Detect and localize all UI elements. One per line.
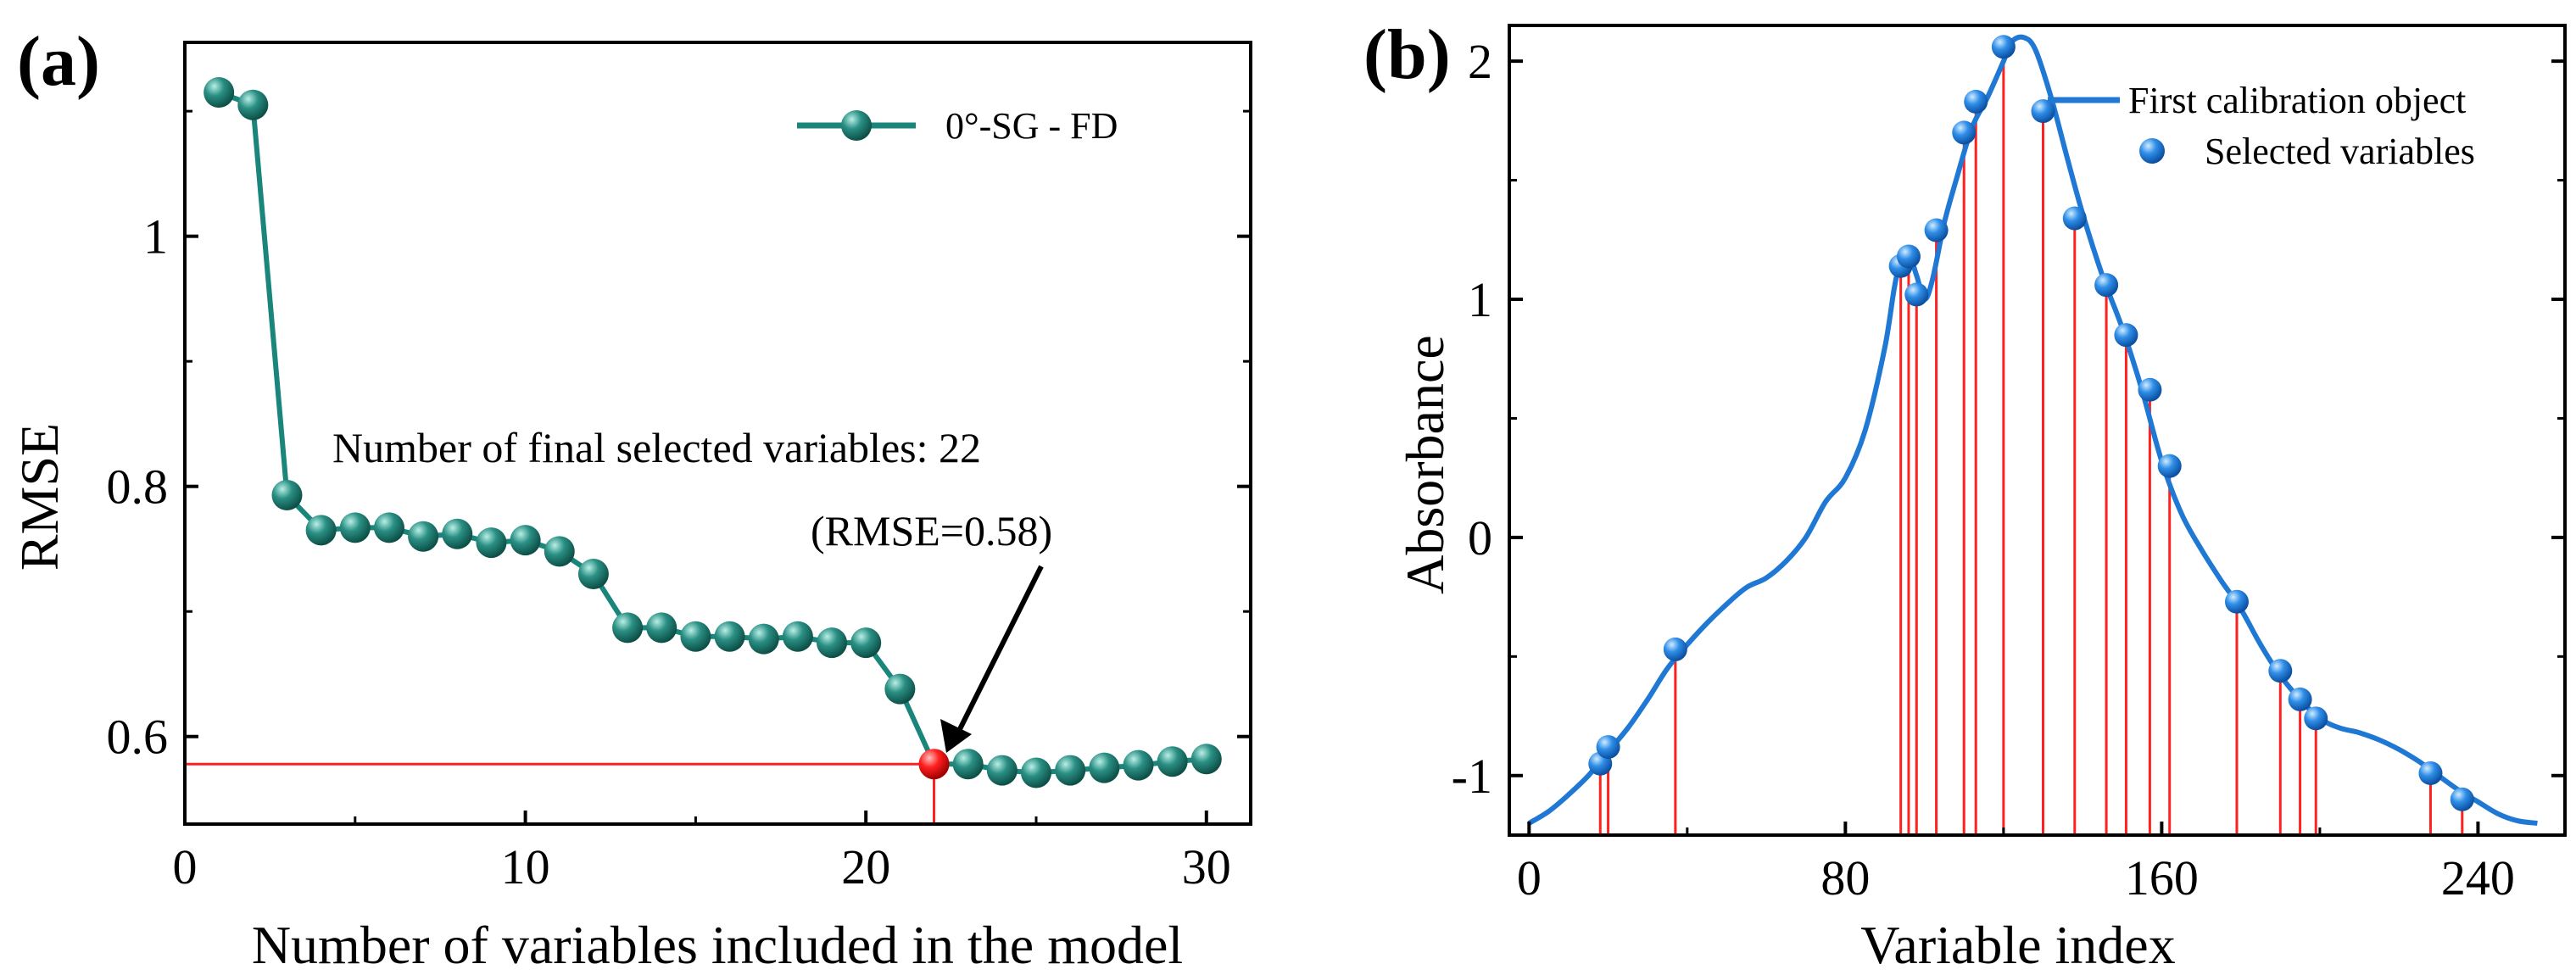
annotation-rmse: (RMSE=0.58) <box>811 507 1052 554</box>
panel-b-label: (b) <box>1363 15 1451 94</box>
panel-a-points <box>204 77 1222 788</box>
panel-b-ticks: 0 80 160 240 -1 0 1 2 <box>1452 34 2565 905</box>
panel-b-legend: First calibration object Selected variab… <box>2048 80 2475 172</box>
panel-b-selected-point <box>2157 454 2182 478</box>
panel-b-selected-point <box>2418 760 2443 785</box>
panel-a-legend-label: 0°-SG - FD <box>945 105 1118 147</box>
panel-b-x-tick-label: 80 <box>1820 850 1870 905</box>
panel-a-point <box>952 749 984 780</box>
arrow-shaft <box>954 565 1044 738</box>
panel-b-selected-point <box>1924 218 1949 242</box>
panel-b-selected-point <box>1991 35 2016 59</box>
panel-a-y-tick-label: 0.6 <box>107 710 169 765</box>
panel-a-point <box>817 627 848 659</box>
panel-a-plot-frame <box>183 41 1252 826</box>
panel-a-highlight-lines <box>185 762 936 824</box>
panel-b-legend-label-points: Selected variables <box>2205 131 2475 172</box>
panel-b-selected-point <box>1596 735 1620 760</box>
annotation-selected-variables: Number of final selected variables: 22 <box>332 424 981 471</box>
panel-b-y-tick-label: -1 <box>1452 749 1492 804</box>
panel-b-selected-point <box>2288 687 2312 711</box>
panel-b-legend-marker <box>2139 138 2165 164</box>
panel-a-x-tick-label: 30 <box>1182 839 1231 894</box>
panel-a-point <box>748 623 779 655</box>
panel-b-stems <box>1598 47 2464 835</box>
panel-b-selected-point <box>1904 282 1929 307</box>
panel-b-selected-point <box>1663 637 1687 661</box>
panel-b-selected-point <box>2224 589 2249 614</box>
panel-a-point <box>271 480 303 511</box>
panel-a-point <box>204 77 235 109</box>
panel-b-selected-points <box>1588 35 2474 811</box>
panel-a-x-tick-label: 0 <box>173 839 198 894</box>
panel-a-y-axis-title: RMSE <box>9 423 70 571</box>
panel-b-x-tick-label: 240 <box>2441 850 2515 905</box>
panel-a-point <box>782 621 813 652</box>
panel-b-x-axis-title: Variable index <box>1860 915 2175 975</box>
panel-a-point <box>884 673 916 705</box>
panel-a-point <box>646 612 677 644</box>
panel-b-selected-point <box>2094 273 2119 298</box>
panel-b-y-tick-label: 0 <box>1468 510 1492 566</box>
panel-a-x-tick-label: 20 <box>841 839 890 894</box>
panel-a-y-tick-label: 1 <box>143 209 168 265</box>
panel-b-selected-point <box>2268 659 2293 683</box>
panel-a-point <box>476 527 507 559</box>
panel-a-point <box>442 518 473 549</box>
panel-a-point <box>714 621 745 652</box>
panel-a-x-tick-label: 10 <box>501 839 550 894</box>
panel-b-selected-point <box>2138 377 2162 402</box>
panel-a-point <box>408 521 439 552</box>
panel-a-legend: 0°-SG - FD <box>797 105 1118 147</box>
panel-a-point <box>612 612 644 644</box>
panel-b-selected-point <box>1952 120 1977 145</box>
panel-a-point <box>1123 749 1154 781</box>
panel-a-point <box>1055 755 1086 786</box>
panel-b-selected-point <box>1964 89 1988 114</box>
panel-a-point <box>680 621 711 652</box>
panel-b-selected-point <box>2450 787 2474 811</box>
panel-a: (a) 0 10 20 30 0.6 0.8 1 Number of variables i… <box>9 22 1252 975</box>
panel-b-selected-point <box>2031 99 2055 124</box>
panel-b-selected-point <box>1896 244 1921 269</box>
panel-b-y-tick-label: 1 <box>1468 272 1492 327</box>
annotation-arrow <box>940 565 1044 753</box>
panel-b-y-axis-title: Absorbance <box>1395 335 1455 594</box>
panel-a-legend-marker <box>841 110 872 141</box>
panel-b-legend-label-line: First calibration object <box>2128 80 2466 121</box>
panel-a-point <box>577 558 609 589</box>
panel-b-selected-point <box>2114 323 2138 348</box>
panel-a-point <box>237 89 269 120</box>
panel-a-label: (a) <box>17 22 100 101</box>
panel-a-point <box>1089 752 1120 783</box>
panel-b-x-tick-label: 160 <box>2125 850 2199 905</box>
panel-a-point <box>1157 746 1188 777</box>
panel-a-ticks: 0 10 20 30 0.6 0.8 1 <box>107 109 1251 894</box>
panel-b-plot-frame <box>1508 24 2567 837</box>
arrow-head <box>940 719 972 753</box>
panel-b-selected-point <box>2304 706 2328 731</box>
panel-a-point <box>305 515 337 546</box>
panel-a-point <box>544 536 575 567</box>
panel-a-point <box>1190 744 1222 775</box>
panel-a-point <box>339 512 371 543</box>
panel-b-y-tick-label: 2 <box>1468 34 1492 89</box>
panel-b-x-tick-label: 0 <box>1517 850 1542 905</box>
panel-a-highlight-point <box>918 749 950 780</box>
panel-a-y-tick-label: 0.8 <box>107 460 169 515</box>
panel-a-x-axis-title: Number of variables included in the mode… <box>252 915 1183 975</box>
panel-a-point <box>986 755 1018 786</box>
panel-a-point <box>850 627 882 659</box>
panel-a-point <box>373 512 404 543</box>
panel-b: (b) 0 80 160 240 -1 0 1 2 Variable index Absorb… <box>1363 15 2567 975</box>
panel-a-point <box>510 525 541 556</box>
panel-a-point <box>1020 757 1051 788</box>
panel-b-selected-point <box>2062 206 2087 231</box>
